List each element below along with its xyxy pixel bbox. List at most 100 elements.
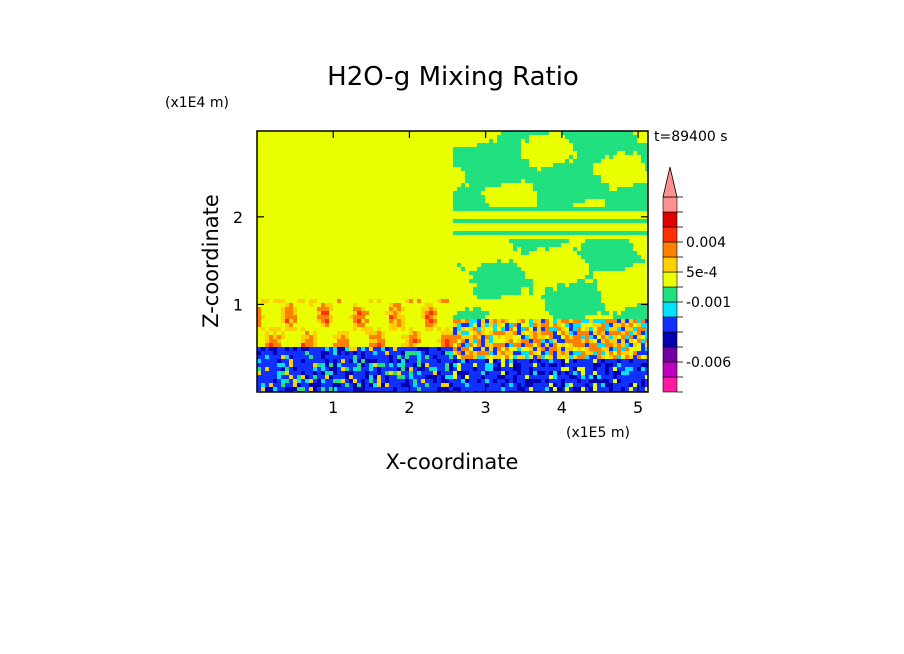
- field-cell: [305, 175, 309, 179]
- field-cell: [489, 323, 493, 327]
- field-cell: [525, 307, 529, 311]
- field-cell: [289, 263, 293, 267]
- field-cell: [305, 155, 309, 159]
- field-cell: [565, 207, 569, 211]
- field-cell: [389, 283, 393, 287]
- field-cell: [397, 267, 401, 271]
- field-cell: [601, 167, 605, 171]
- field-cell: [581, 191, 585, 195]
- field-cell: [609, 283, 613, 287]
- field-cell: [625, 259, 629, 263]
- field-cell: [485, 327, 489, 331]
- field-cell: [337, 283, 341, 287]
- field-cell: [397, 299, 401, 303]
- field-cell: [501, 131, 505, 135]
- field-cell: [561, 151, 565, 155]
- field-cell: [529, 239, 533, 243]
- field-cell: [477, 163, 481, 167]
- field-cell: [441, 271, 445, 275]
- field-cell: [521, 135, 525, 139]
- field-cell: [585, 139, 589, 143]
- field-cell: [581, 307, 585, 311]
- field-cell: [329, 223, 333, 227]
- field-cell: [413, 151, 417, 155]
- field-cell: [397, 159, 401, 163]
- field-cell: [517, 223, 521, 227]
- field-cell: [605, 295, 609, 299]
- field-cell: [485, 331, 489, 335]
- field-cell: [441, 159, 445, 163]
- field-cell: [437, 163, 441, 167]
- field-cell: [381, 255, 385, 259]
- field-cell: [373, 319, 377, 323]
- field-cell: [501, 279, 505, 283]
- field-cell: [409, 283, 413, 287]
- field-cell: [581, 247, 585, 251]
- field-cell: [549, 255, 553, 259]
- field-cell: [381, 175, 385, 179]
- field-cell: [409, 131, 413, 135]
- field-cell: [261, 175, 265, 179]
- field-cell: [413, 227, 417, 231]
- field-cell: [577, 259, 581, 263]
- field-cell: [261, 267, 265, 271]
- field-cell: [621, 167, 625, 171]
- field-cell: [557, 299, 561, 303]
- field-cell: [437, 311, 441, 315]
- field-cell: [333, 147, 337, 151]
- field-cell: [337, 211, 341, 215]
- field-cell: [293, 151, 297, 155]
- field-cell: [453, 331, 457, 335]
- field-cell: [413, 135, 417, 139]
- field-cell: [637, 307, 641, 311]
- field-cell: [273, 299, 277, 303]
- field-cell: [581, 331, 585, 335]
- field-cell: [405, 295, 409, 299]
- field-cell: [629, 231, 633, 235]
- field-cell: [585, 291, 589, 295]
- field-cell: [493, 331, 497, 335]
- field-cell: [373, 283, 377, 287]
- field-cell: [525, 223, 529, 227]
- field-cell: [513, 151, 517, 155]
- field-cell: [377, 131, 381, 135]
- field-cell: [277, 319, 281, 323]
- field-cell: [409, 331, 413, 335]
- field-cell: [525, 159, 529, 163]
- field-cell: [365, 279, 369, 283]
- field-cell: [301, 271, 305, 275]
- field-cell: [581, 143, 585, 147]
- field-cell: [325, 179, 329, 183]
- field-cell: [497, 203, 501, 207]
- field-cell: [645, 239, 648, 243]
- field-cell: [593, 283, 597, 287]
- field-cell: [545, 155, 549, 159]
- field-cell: [545, 167, 549, 171]
- field-cell: [605, 275, 609, 279]
- field-cell: [629, 151, 633, 155]
- field-cell: [525, 199, 529, 203]
- field-cell: [413, 239, 417, 243]
- field-cell: [401, 175, 405, 179]
- field-cell: [513, 307, 517, 311]
- field-cell: [405, 159, 409, 163]
- field-cell: [441, 167, 445, 171]
- field-cell: [309, 259, 313, 263]
- field-cell: [293, 247, 297, 251]
- field-cell: [333, 307, 337, 311]
- field-cell: [269, 143, 273, 147]
- field-cell: [453, 275, 457, 279]
- field-cell: [369, 203, 373, 207]
- field-cell: [429, 187, 433, 191]
- field-cell: [449, 267, 453, 271]
- field-cell: [409, 299, 413, 303]
- field-cell: [329, 175, 333, 179]
- field-cell: [637, 315, 641, 319]
- field-cell: [261, 287, 265, 291]
- field-cell: [537, 179, 541, 183]
- field-cell: [421, 231, 425, 235]
- field-cell: [373, 315, 377, 319]
- field-cell: [345, 135, 349, 139]
- field-cell: [573, 183, 577, 187]
- field-cell: [509, 267, 513, 271]
